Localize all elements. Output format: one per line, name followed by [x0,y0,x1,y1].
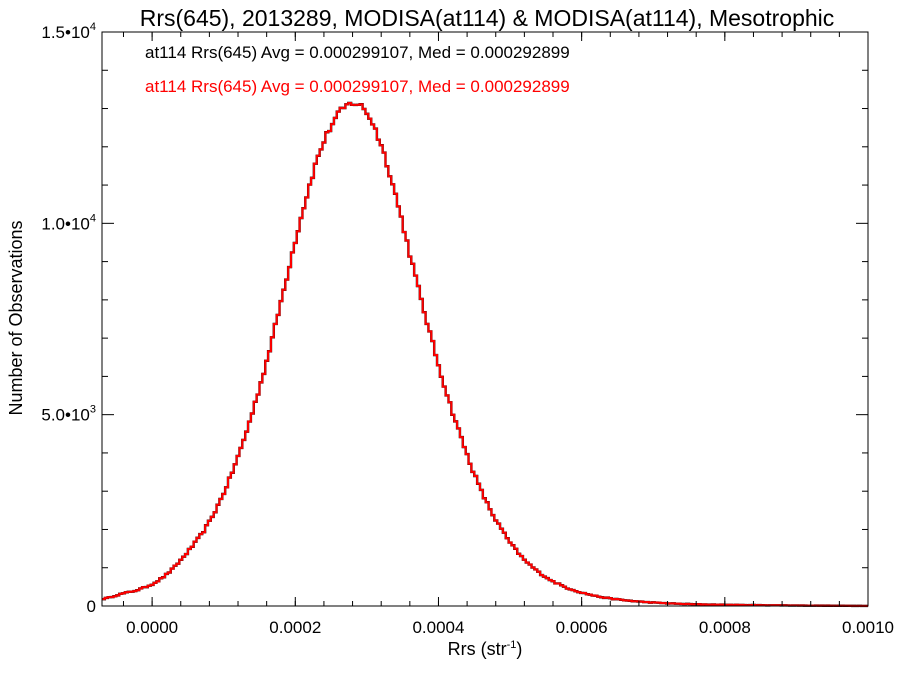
histogram-series-black [102,101,868,608]
x-tick-label: 0.0008 [699,618,751,637]
x-axis-label-end: ) [516,639,522,659]
x-tick-label: 0.0010 [842,618,894,637]
axis-ticks: 0.0000 0.0002 0.0004 0.0006 0.0008 0.0010 0 5.0… [41,21,894,637]
x-axis-label-base: Rrs (str [448,639,507,659]
y-tick-label: 5.0•103 [41,404,96,425]
plot-frame [101,31,869,607]
x-tick-label: 0.0000 [126,618,178,637]
x-tick-label: 0.0002 [269,618,321,637]
histogram-series-layer [102,101,868,608]
stats-annotation-black: at114 Rrs(645) Avg = 0.000299107, Med = … [145,43,570,62]
chart-title: Rrs(645), 2013289, MODISA(at114) & MODIS… [140,5,835,31]
stats-annotation-red: at114 Rrs(645) Avg = 0.000299107, Med = … [145,77,570,96]
y-tick-label: 0 [87,597,96,616]
x-tick-label: 0.0004 [412,618,464,637]
x-axis-label: Rrs (str-1) [448,639,523,659]
histogram-series-red [102,101,868,607]
x-tick-label: 0.0006 [556,618,608,637]
y-tick-label: 1.5•104 [41,21,96,42]
y-tick-label: 1.0•104 [41,212,96,233]
y-axis-label: Number of Observations [6,220,26,415]
x-axis-label-exponent: -1 [507,639,517,651]
